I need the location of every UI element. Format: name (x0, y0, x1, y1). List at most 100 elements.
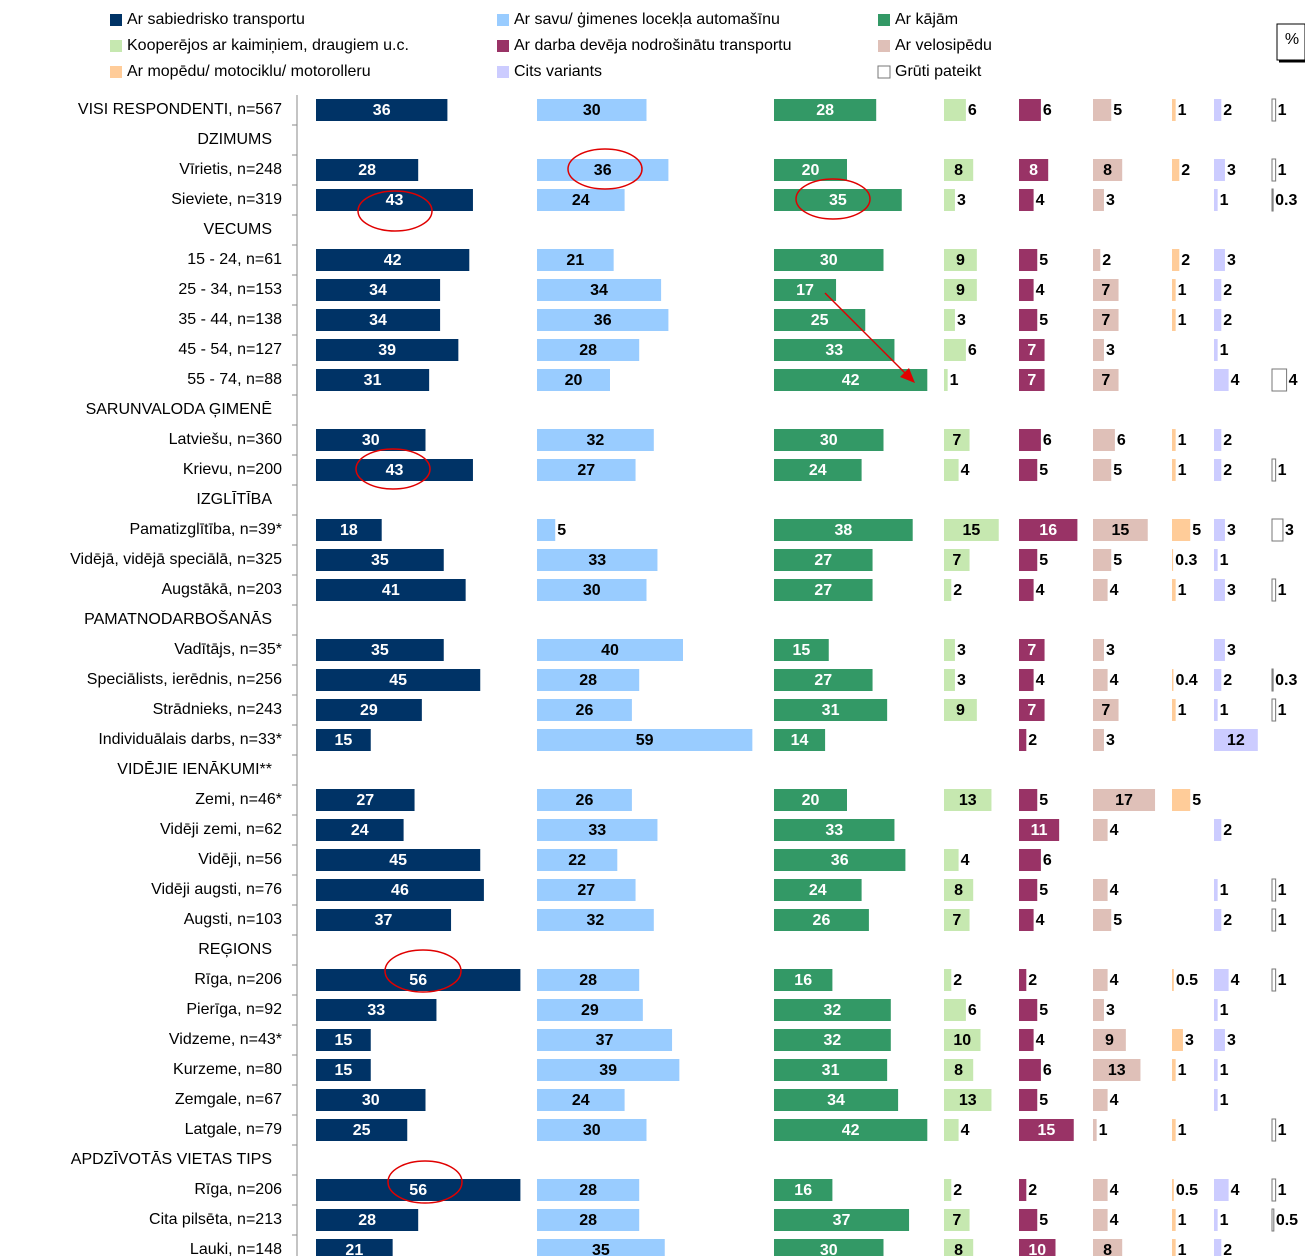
bar (537, 429, 654, 451)
value-label: 4 (1036, 912, 1045, 929)
value-label: 1 (1220, 342, 1229, 359)
bar (537, 699, 632, 721)
bar (1019, 189, 1034, 211)
bar (944, 579, 952, 601)
bar (537, 849, 618, 871)
bar (774, 339, 895, 361)
value-label: 35 (371, 552, 389, 569)
value-label: 4 (1036, 672, 1045, 689)
bar (1019, 369, 1045, 391)
bar (944, 279, 977, 301)
bar (1093, 1119, 1097, 1141)
value-label: 34 (369, 312, 387, 329)
value-label: 9 (956, 252, 965, 269)
bar (1019, 669, 1034, 691)
bar (1019, 699, 1045, 721)
value-label: 9 (956, 702, 965, 719)
value-label: 20 (802, 162, 820, 179)
category-label: Zemi, n=46* (195, 791, 282, 808)
bar (1271, 1118, 1277, 1142)
value-label: 2 (1223, 312, 1232, 329)
legend-swatch (497, 14, 509, 26)
section-header: APDZĪVOTĀS VIETAS TIPS (71, 1150, 272, 1168)
bar (1019, 99, 1041, 121)
value-label: 5 (1039, 882, 1048, 899)
value-label: 1 (1278, 912, 1287, 929)
value-label: 16 (1039, 522, 1057, 539)
bar (1172, 969, 1174, 991)
value-label: 7 (1101, 282, 1110, 299)
bar (316, 1209, 419, 1231)
bar (944, 549, 970, 571)
bar (1214, 309, 1222, 331)
bar (1214, 819, 1222, 841)
value-label: 35 (592, 1242, 610, 1256)
bar (1214, 159, 1225, 181)
value-label: 5 (557, 522, 566, 539)
value-label: 4 (961, 1122, 970, 1139)
bar (1019, 999, 1038, 1021)
bar (774, 1059, 888, 1081)
bar (1214, 699, 1218, 721)
bar (1214, 909, 1222, 931)
category-label: Vidēji, n=56 (198, 851, 282, 868)
bar (1019, 339, 1045, 361)
value-label: 8 (1103, 1242, 1112, 1256)
value-label: 21 (345, 1242, 363, 1256)
value-label: 1 (1220, 552, 1229, 569)
value-label: 17 (796, 282, 814, 299)
bar (1214, 519, 1225, 541)
highlight-ellipse (357, 190, 433, 232)
value-label: 37 (375, 912, 393, 929)
bar (316, 789, 415, 811)
category-label: 25 - 34, n=153 (178, 281, 282, 298)
bar (1172, 1239, 1176, 1256)
value-label: 33 (825, 342, 843, 359)
value-label: 40 (601, 642, 619, 659)
value-label: 4 (1036, 192, 1045, 209)
bar (537, 459, 636, 481)
value-label: 8 (954, 1062, 963, 1079)
bar (1019, 819, 1060, 841)
bar (316, 549, 444, 571)
bar (944, 1209, 970, 1231)
value-label: 3 (1106, 342, 1115, 359)
bar (774, 549, 873, 571)
bar (316, 459, 473, 481)
value-label: 28 (358, 1212, 376, 1229)
bar (1172, 699, 1176, 721)
bar (1019, 1059, 1041, 1081)
value-label: 1 (1278, 162, 1287, 179)
value-label: 24 (809, 882, 827, 899)
bar (1019, 909, 1034, 931)
bar (944, 699, 977, 721)
value-label: 0.3 (1275, 192, 1297, 209)
value-label: 2 (1181, 252, 1190, 269)
bar (1172, 459, 1176, 481)
bar (944, 639, 955, 661)
value-label: 1 (1178, 102, 1187, 119)
bar (537, 1089, 625, 1111)
value-label: 42 (842, 372, 860, 389)
bar (774, 1209, 910, 1231)
value-label: 7 (952, 432, 961, 449)
value-label: 27 (814, 552, 832, 569)
value-label: 29 (581, 1002, 599, 1019)
category-label: Kurzeme, n=80 (173, 1061, 282, 1078)
value-label: 10 (953, 1032, 971, 1049)
bar (1019, 279, 1034, 301)
bar (774, 519, 913, 541)
bar (1019, 789, 1038, 811)
value-label: 2 (1223, 462, 1232, 479)
legend-label: Ar darba devēja nodrošinātu transportu (514, 37, 792, 54)
bar (1214, 639, 1225, 661)
bar (1093, 1179, 1108, 1201)
bar (774, 309, 866, 331)
bar (944, 1179, 952, 1201)
bar (1172, 99, 1176, 121)
value-label: 4 (961, 462, 970, 479)
bar (1019, 1179, 1027, 1201)
bar (1214, 549, 1218, 571)
value-label: 0.3 (1275, 672, 1297, 689)
